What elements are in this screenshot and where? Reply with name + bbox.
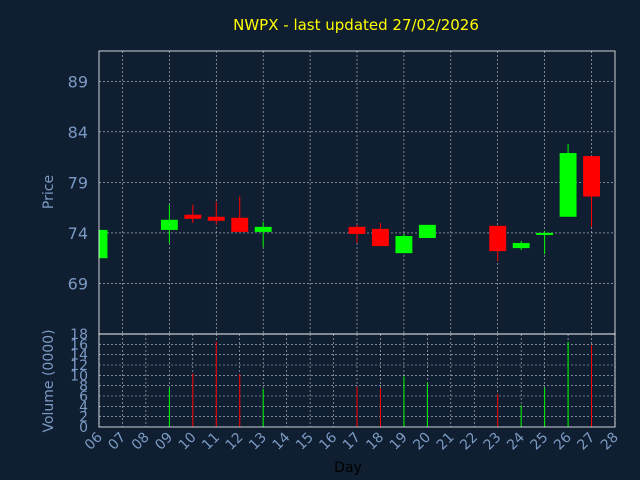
volume-tick-label: 6: [79, 389, 88, 405]
volume-tick-label: 4: [79, 399, 88, 415]
volume-axis-label: Volume (0000): [41, 329, 57, 432]
price-tick-label: 84: [68, 123, 88, 142]
candle-body: [160, 219, 178, 230]
volume-tick-label: 18: [70, 327, 88, 343]
volume-bars: [168, 341, 593, 427]
candle-body: [583, 156, 600, 197]
price-y-ticks: 69 74 79 84 89: [68, 72, 88, 293]
x-axis-label: Day: [334, 460, 362, 476]
candle-body: [489, 225, 507, 252]
volume-tick-label: 8: [79, 379, 88, 395]
volume-tick-label: 12: [70, 358, 88, 374]
candle-body: [418, 224, 436, 238]
chart-title: NWPX - last updated 27/02/2026: [233, 16, 479, 34]
volume-tick-label: 2: [79, 410, 88, 426]
price-tick-label: 74: [68, 224, 88, 243]
volume-tick-label: 14: [70, 348, 88, 364]
price-axis-label: Price: [41, 175, 57, 209]
candle-body: [207, 216, 225, 221]
candles: [98, 143, 600, 262]
price-tick-label: 89: [68, 72, 88, 91]
price-tick-label: 79: [68, 173, 88, 192]
candle-body: [536, 232, 554, 235]
candle-body: [395, 235, 413, 254]
candle-body: [254, 226, 272, 232]
candle-body: [184, 214, 202, 219]
candle-body: [372, 228, 389, 247]
x-ticks: 06 07 08 09 10 11 12 13 14 15 16 17 18 19 20 21 22 23 24 25…: [82, 429, 622, 453]
volume-tick-label: 0: [79, 420, 88, 436]
candle-body: [559, 153, 577, 217]
volume-tick-label: 10: [70, 368, 88, 384]
volume-tick-label: 16: [70, 337, 88, 353]
candle-body: [231, 217, 249, 232]
candle-body: [348, 226, 366, 234]
candle-body: [99, 229, 108, 259]
candle-body: [512, 243, 530, 249]
volume-panel-frame: [98, 333, 616, 428]
price-tick-label: 69: [68, 274, 88, 293]
